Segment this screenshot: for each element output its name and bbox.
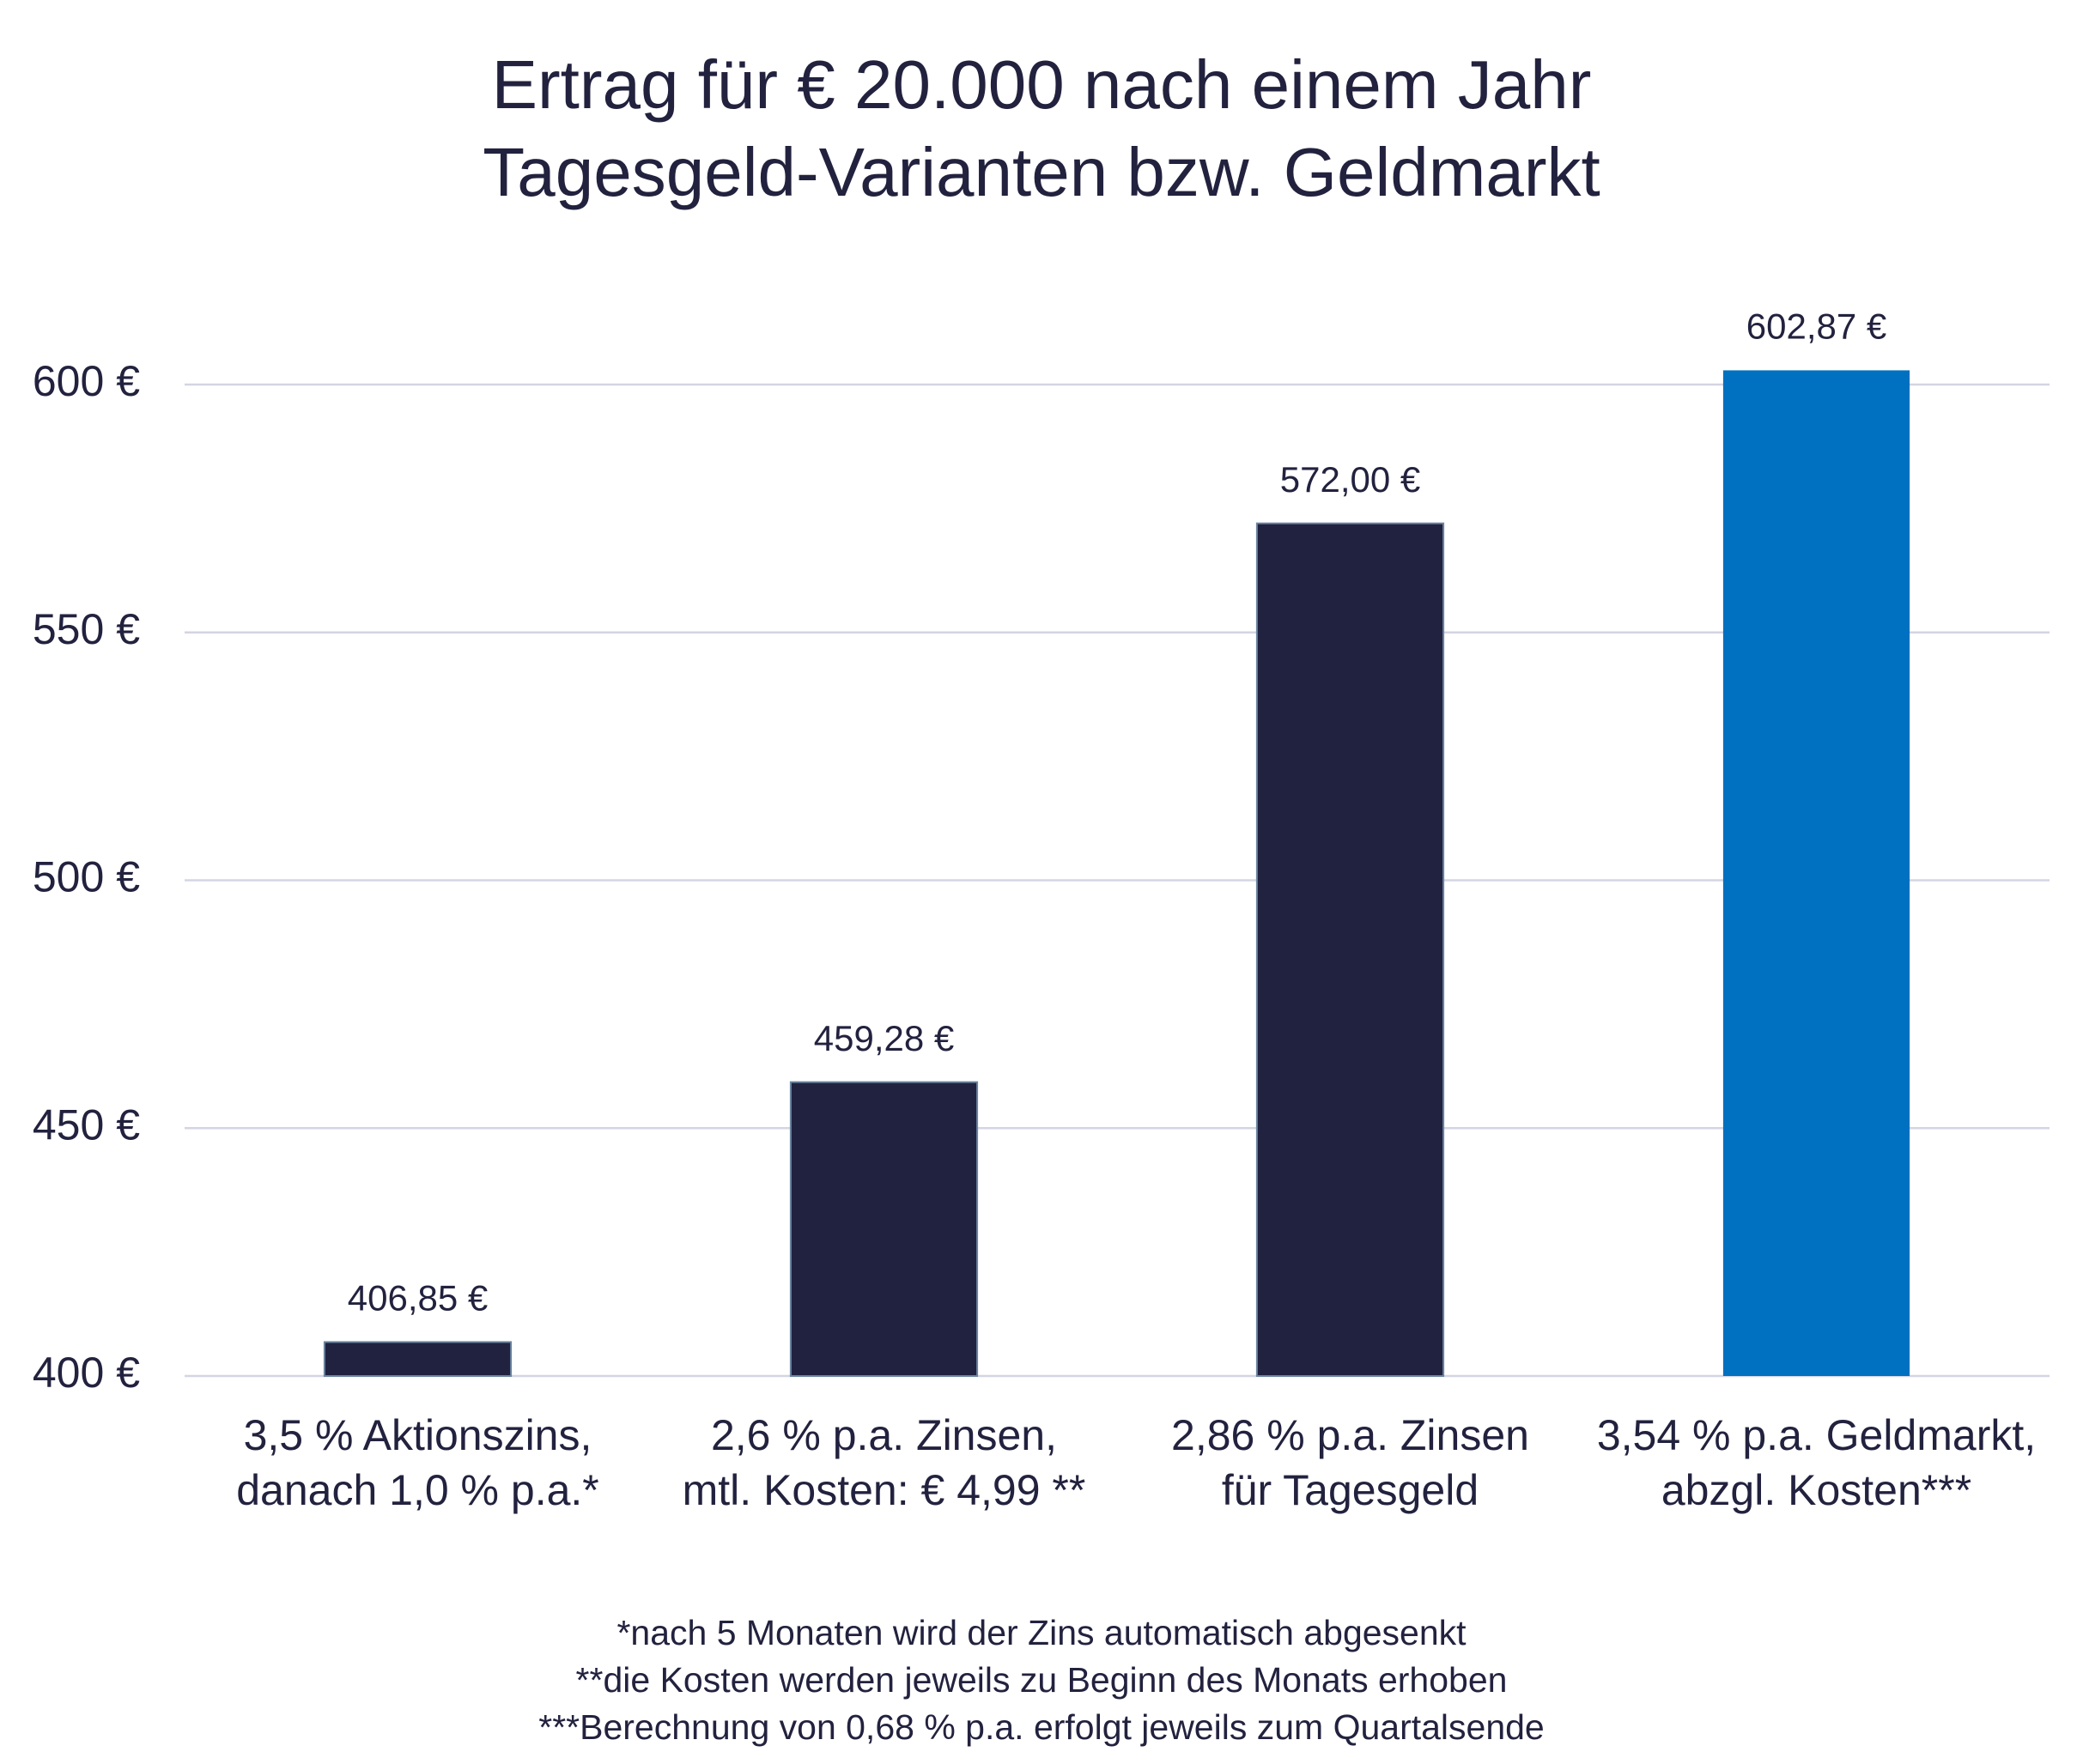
y-tick-label: 400 € [33,1349,140,1397]
footnote: ***Berechnung von 0,68 % p.a. erfolgt je… [538,1707,1545,1747]
x-tick-label: 2,86 % p.a. Zinsen für Tagesgeld [1171,1411,1529,1514]
bar [789,1081,979,1377]
bar [323,1341,513,1378]
bar [1255,522,1445,1377]
value-label: 459,28 € [814,1018,955,1058]
x-tick-label: 2,6 % p.a. Zinsen, mtl. Kosten: € 4,99 *… [682,1411,1086,1514]
value-label: 602,87 € [1746,306,1887,347]
footnote: *nach 5 Monaten wird der Zins automatisc… [616,1613,1467,1652]
x-tick-label: 3,54 % p.a. Geldmarkt, abzgl. Kosten*** [1596,1411,2037,1514]
footnote: **die Kosten werden jeweils zu Beginn de… [575,1660,1508,1700]
footnotes: *nach 5 Monaten wird der Zins automatisc… [54,1609,2029,1751]
y-tick-label: 600 € [33,357,140,405]
chart-title: Ertrag für € 20.000 nach einem Jahr Tage… [483,46,1600,210]
x-tick-label: 3,5 % Aktionszins, danach 1,0 % p.a.* [236,1411,599,1514]
y-tick-label: 550 € [33,605,140,653]
y-tick-label: 450 € [33,1100,140,1149]
bar [1722,370,1910,1376]
value-label: 406,85 € [348,1278,489,1318]
value-label: 572,00 € [1280,459,1421,500]
y-tick-label: 500 € [33,853,140,901]
